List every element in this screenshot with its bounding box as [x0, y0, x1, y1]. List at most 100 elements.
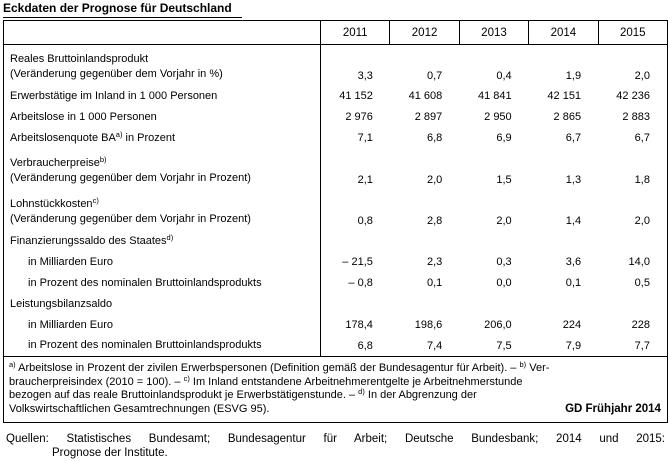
value-cell: 42 151 — [547, 90, 582, 102]
row-label-text: Reales Bruttoinlandsprodukt — [10, 52, 149, 65]
year-header-2011: 2011 — [319, 20, 391, 45]
value-cell: 178,4 — [345, 319, 373, 331]
table-row-consumer-prices: Verbraucherpreiseb) (Veränderung gegenüb… — [3, 148, 668, 190]
footnote-text: Ver- — [526, 362, 550, 374]
row-label: Lohnstückkostenc) (Veränderung gegenüber… — [3, 189, 321, 231]
table-row-budget-balance-pct: in Prozent des nominalen Bruttoinlandspr… — [3, 272, 668, 294]
value-cell: 3,3 — [357, 69, 373, 82]
row-label: in Milliarden Euro — [3, 251, 321, 273]
value-cell: 2,0 — [496, 214, 512, 227]
value-cell: 41 152 — [339, 90, 373, 102]
year-header-2012: 2012 — [389, 20, 460, 45]
row-label-text: in Milliarden Euro — [28, 318, 113, 331]
value-cell: 6,8 — [357, 339, 373, 352]
table-row-budget-balance-eur: in Milliarden Euro – 21,5 2,3 0,3 3,6 14… — [3, 251, 668, 273]
row-label-line2: (Veränderung gegenüber dem Vorjahr in Pr… — [10, 171, 251, 184]
footnote-marker: c) — [92, 195, 99, 205]
value-cell — [598, 294, 667, 315]
table-row-employed: Erwerbstätige im Inland in 1 000 Persone… — [3, 85, 668, 107]
value-cell: 0,1 — [426, 277, 443, 289]
row-label: Leistungsbilanzsaldo — [3, 293, 321, 315]
footnote-marker: a) — [115, 129, 123, 139]
value-cell: 2 950 — [484, 111, 512, 123]
value-cell: – 21,5 — [342, 256, 373, 268]
sources-line-1: Quellen: Statistisches Bundesamt; Bundes… — [6, 433, 665, 445]
value-cell: – 0,8 — [348, 277, 373, 289]
row-label: Reales Bruttoinlandsprodukt (Veränderung… — [3, 44, 321, 86]
value-cell: 2,0 — [426, 173, 443, 186]
value-cell: 1,5 — [496, 173, 512, 186]
footnote-marker: d) — [166, 232, 174, 242]
row-label: Erwerbstätige im Inland in 1 000 Persone… — [3, 85, 321, 107]
value-cell: 228 — [631, 319, 650, 331]
footnote-text: In der Abgrenzung der — [364, 389, 477, 401]
value-cell: 1,9 — [565, 69, 582, 82]
value-cell: 6,8 — [426, 132, 443, 144]
row-label-line2: (Veränderung gegenüber dem Vorjahr in %) — [10, 67, 223, 80]
year-header-2014: 2014 — [528, 20, 599, 45]
value-cell: 2,8 — [426, 214, 443, 227]
row-label-text: in Milliarden Euro — [28, 255, 113, 268]
footnote-marker-a: a) — [9, 360, 16, 369]
row-label-line2: (Veränderung gegenüber dem Vorjahr in Pr… — [10, 212, 251, 225]
forecast-table: 2011 2012 2013 2014 2015 Reales Bruttoin… — [3, 20, 668, 423]
table-row-current-account-header: Leistungsbilanzsaldo — [3, 293, 668, 315]
value-cell: 1,8 — [634, 173, 650, 186]
value-cell — [321, 294, 390, 315]
year-header-2013: 2013 — [458, 20, 530, 45]
row-label: in Prozent des nominalen Bruttoinlandspr… — [3, 335, 321, 357]
table-row-unemployment-rate: Arbeitslosenquote BAa) in Prozent 7,1 6,… — [3, 127, 668, 149]
row-label: Arbeitslosenquote BAa) in Prozent — [3, 127, 321, 149]
footnote-line-2: braucherpreisindex (2010 = 100). – c) Im… — [9, 373, 661, 390]
table-row-current-account-pct: in Prozent des nominalen Bruttoinlandspr… — [3, 335, 668, 357]
value-cell — [459, 294, 528, 315]
footnote-marker-b: b) — [519, 360, 527, 369]
value-cell: 2 883 — [622, 111, 650, 123]
footnote-text: Im Inland entstandene Arbeitnehmerentgel… — [189, 375, 523, 388]
gd-stamp: GD Frühjahr 2014 — [565, 402, 661, 415]
row-label: Finanzierungssaldo des Staatesd) — [3, 230, 321, 252]
value-cell: 0,7 — [426, 69, 443, 82]
footnote-text: Arbeitslose in Prozent der zivilen Erwer… — [15, 362, 520, 374]
row-label: in Milliarden Euro — [3, 314, 321, 336]
page-title-text: Eckdaten der Prognose für Deutschland — [3, 2, 242, 18]
value-cell: 2,0 — [634, 214, 650, 227]
value-cell: 42 236 — [616, 90, 650, 102]
row-label-text: Arbeitslosenquote BA — [10, 131, 116, 144]
value-cell: 1,3 — [565, 173, 582, 186]
value-cell: 0,3 — [496, 256, 512, 268]
value-cell — [390, 231, 459, 252]
row-label: Arbeitslose in 1 000 Personen — [3, 106, 321, 128]
value-cell: 7,9 — [565, 339, 582, 352]
value-cell: 7,1 — [357, 132, 373, 144]
row-label-suffix: in Prozent — [122, 131, 176, 144]
value-cell — [390, 294, 459, 315]
table-row-current-account-eur: in Milliarden Euro 178,4 198,6 206,0 224… — [3, 314, 668, 336]
footnote-line-4: Volkswirtschaftlichen Gesamtrechnungen (… — [9, 403, 661, 417]
value-cell: 6,7 — [565, 132, 582, 144]
value-cell: 0,4 — [496, 69, 512, 82]
value-cell: 7,5 — [496, 339, 512, 352]
sources-line-2: Prognose der Institute. — [52, 447, 168, 459]
value-cell: 0,5 — [634, 277, 650, 289]
header-empty-cell — [3, 20, 321, 45]
page-title: Eckdaten der Prognose für Deutschland — [3, 2, 666, 18]
row-label-text: Finanzierungssaldo des Staates — [10, 234, 167, 247]
footnote-block: a) Arbeitslose in Prozent der zivilen Er… — [3, 356, 668, 423]
value-cell: 7,4 — [426, 339, 443, 352]
footnote-text: braucherpreisindex (2010 = 100). – — [9, 375, 184, 388]
value-cell: 7,7 — [634, 339, 650, 352]
value-cell: 0,8 — [357, 214, 373, 227]
value-cell — [459, 231, 528, 252]
footnote-marker-c: c) — [183, 373, 190, 383]
footnote-text: bezogen auf das reale Bruttoinlandsprodu… — [9, 389, 359, 401]
value-cell: 0,0 — [496, 277, 512, 289]
row-label-text: Leistungsbilanzsaldo — [10, 297, 113, 310]
row-label-text: in Prozent des nominalen Bruttoinlandspr… — [28, 339, 262, 352]
sources-block: Quellen: Statistisches Bundesamt; Bundes… — [3, 432, 666, 460]
value-cell: 1,4 — [565, 214, 582, 227]
value-cell: 2,3 — [426, 256, 443, 268]
footnote-line-1: a) Arbeitslose in Prozent der zivilen Er… — [9, 360, 661, 376]
row-label-text: Arbeitslose in 1 000 Personen — [10, 110, 157, 123]
